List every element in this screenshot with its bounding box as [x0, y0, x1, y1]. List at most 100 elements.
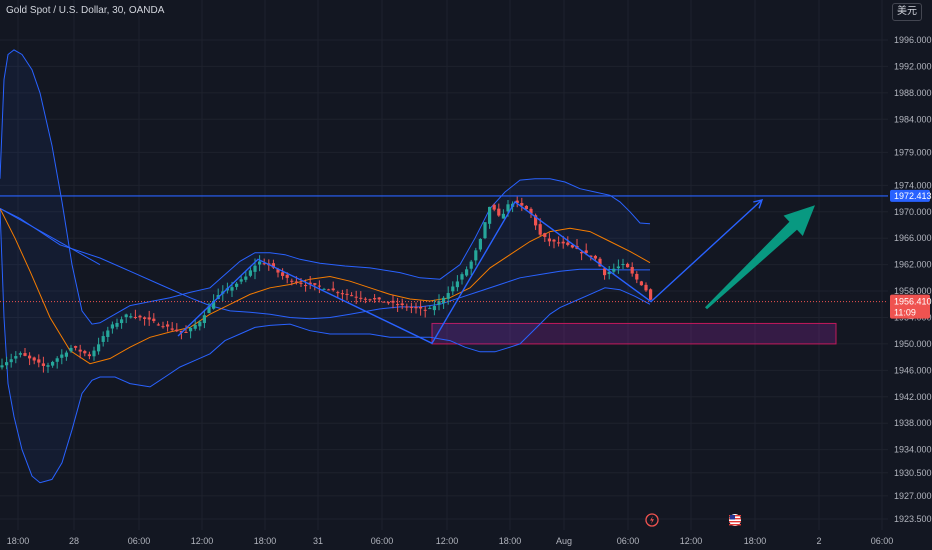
event-icons[interactable] — [645, 513, 741, 527]
us-flag-event-icon[interactable] — [729, 514, 741, 526]
y-tick-label: 1988.000 — [894, 88, 932, 98]
zigzag-projection — [177, 199, 763, 345]
candle-body — [396, 304, 400, 306]
y-tick-label: 1942.000 — [894, 392, 932, 402]
candle-body — [161, 326, 165, 328]
x-tick-label: 12:00 — [680, 536, 703, 546]
x-tick-label: 12:00 — [191, 536, 214, 546]
candle-body — [37, 359, 41, 363]
candle-body — [285, 274, 289, 278]
candle-body — [239, 279, 243, 282]
lightning-icon-bolt — [650, 516, 654, 524]
candle-body — [317, 285, 321, 287]
y-tick-label: 1979.000 — [894, 147, 932, 157]
candle-body — [451, 286, 455, 292]
candle-body — [290, 280, 294, 282]
y-tick-label: 1984.000 — [894, 114, 932, 124]
currency-button[interactable]: 美元 — [892, 3, 922, 21]
resistance-price-tag — [890, 189, 930, 202]
moving-average-layer — [0, 208, 651, 365]
candle-body — [639, 281, 643, 286]
candle-body — [474, 250, 478, 261]
candle-body — [437, 301, 441, 305]
candle-body — [124, 314, 128, 318]
y-tick-label: 1992.000 — [894, 61, 932, 71]
candle-body — [534, 215, 538, 226]
price-axis[interactable]: 1996.000 1992.000 1988.000 1984.000 1979.000… — [888, 0, 932, 550]
candle-body — [345, 293, 349, 295]
candle-body — [566, 242, 570, 245]
resistance-price-label: 1972.413 — [894, 191, 932, 201]
candle-body — [331, 288, 335, 291]
y-tick-label: 1970.000 — [894, 207, 932, 217]
candle-body — [368, 299, 372, 301]
price-axis-background — [888, 0, 932, 550]
time-axis[interactable]: 18:00 28 06:00 12:00 18:00 31 06:00 12:00 18:00 A… — [7, 536, 894, 546]
y-tick-label: 1934.000 — [894, 445, 932, 455]
candle-body — [41, 363, 45, 366]
candle-body — [129, 316, 133, 318]
y-tick-label: 1927.000 — [894, 491, 932, 501]
candle-body — [616, 266, 620, 269]
y-tick-label: 1938.000 — [894, 418, 932, 428]
candle-body — [262, 263, 266, 265]
candle-body — [120, 319, 124, 324]
candle-body — [465, 269, 469, 276]
candle-body — [377, 297, 381, 300]
candle-body — [336, 292, 340, 294]
x-tick-label: 31 — [313, 536, 323, 546]
projection-arrowhead — [753, 198, 764, 209]
y-tick-label: 1996.000 — [894, 35, 932, 45]
candle-body — [101, 336, 105, 342]
x-tick-label: 18:00 — [254, 536, 277, 546]
candle-body — [156, 324, 160, 326]
candle-body — [506, 204, 510, 212]
candle-body — [230, 287, 234, 291]
candle-body — [442, 297, 446, 304]
candle-body — [235, 283, 239, 287]
x-tick-label: 06:00 — [371, 536, 394, 546]
candle-body — [258, 261, 262, 265]
candle-body — [455, 281, 459, 288]
candle-body — [400, 303, 404, 306]
candle-body — [32, 357, 36, 361]
candle-body — [460, 274, 464, 280]
candle-body — [538, 224, 542, 235]
candle-body — [580, 252, 584, 254]
candle-body — [529, 208, 533, 214]
forecast-arrow — [705, 205, 815, 310]
candle-body — [147, 317, 151, 320]
x-tick-label: 12:00 — [436, 536, 459, 546]
candle-body — [23, 353, 27, 356]
candle-body — [350, 295, 354, 297]
candle-body — [106, 330, 110, 337]
candle-body — [478, 239, 482, 250]
bollinger-basis-line — [0, 208, 650, 320]
bollinger-upper-line — [0, 49, 651, 325]
candle-body — [304, 285, 308, 287]
candle-body — [409, 306, 413, 308]
candle-body — [78, 349, 82, 352]
demand-zone — [431, 322, 837, 345]
last-price-tag — [890, 294, 930, 319]
candle-body — [589, 255, 593, 258]
flag-icon-stripe — [729, 521, 741, 523]
candle-body — [313, 283, 317, 285]
candle-body — [547, 238, 551, 242]
candle-body — [635, 273, 639, 280]
candle-body — [276, 269, 280, 273]
candle-body — [520, 202, 524, 206]
candle-body — [432, 306, 436, 311]
candle-body — [166, 324, 170, 327]
y-tick-label: 1930.500 — [894, 468, 932, 478]
symbol-title: Gold Spot / U.S. Dollar, 30, OANDA — [6, 5, 165, 16]
candle-body — [543, 233, 547, 237]
candle-body — [143, 317, 147, 319]
last-price-label: 1956.410 — [894, 297, 932, 307]
candle-body — [64, 352, 68, 357]
candle-body — [248, 270, 252, 276]
lightning-event-icon[interactable] — [645, 513, 659, 527]
candle-body — [198, 321, 202, 327]
